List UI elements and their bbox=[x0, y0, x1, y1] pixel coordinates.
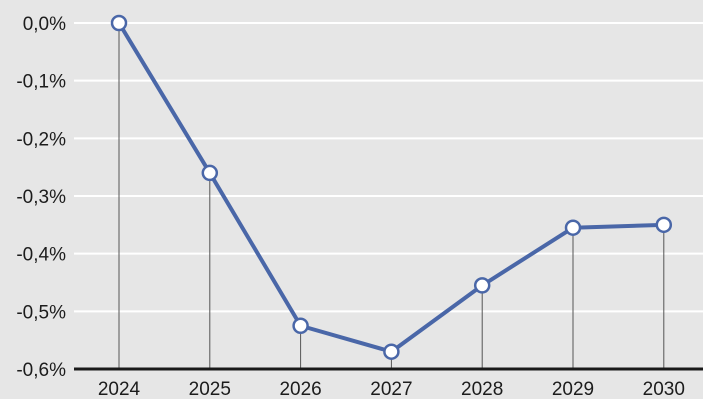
x-tick-label: 2024 bbox=[98, 379, 141, 399]
y-tick-label: -0,3% bbox=[16, 187, 66, 208]
data-point bbox=[473, 277, 491, 294]
y-tick-label: 0,0% bbox=[23, 14, 66, 35]
x-tick-label: 2027 bbox=[370, 379, 412, 399]
y-tick-label: -0,4% bbox=[16, 245, 66, 266]
data-point bbox=[110, 14, 128, 32]
y-tick-label: -0,1% bbox=[16, 72, 66, 93]
data-point bbox=[383, 343, 400, 360]
grid-lines bbox=[74, 22, 703, 313]
data-point bbox=[655, 216, 673, 234]
data-points bbox=[110, 14, 673, 360]
x-tick-label: 2028 bbox=[461, 379, 503, 399]
y-axis-labels: 0,0% -0,1% -0,2% -0,3% -0,4% -0,5% -0,6% bbox=[16, 14, 66, 381]
x-tick-label: 2026 bbox=[279, 379, 321, 399]
data-point bbox=[292, 317, 309, 334]
x-tick-label: 2029 bbox=[552, 379, 594, 399]
data-point bbox=[564, 219, 582, 236]
x-axis-labels: 2024 2025 2026 2027 2028 2029 2030 bbox=[98, 379, 685, 399]
y-tick-label: -0,5% bbox=[16, 302, 66, 323]
x-tick-label: 2025 bbox=[189, 379, 231, 399]
series-line bbox=[117, 21, 664, 354]
y-tick-label: -0,2% bbox=[16, 129, 66, 150]
drop-lines bbox=[118, 23, 665, 369]
x-tick-label: 2030 bbox=[643, 379, 685, 399]
y-tick-label: -0,6% bbox=[16, 360, 66, 381]
data-point bbox=[201, 164, 219, 182]
